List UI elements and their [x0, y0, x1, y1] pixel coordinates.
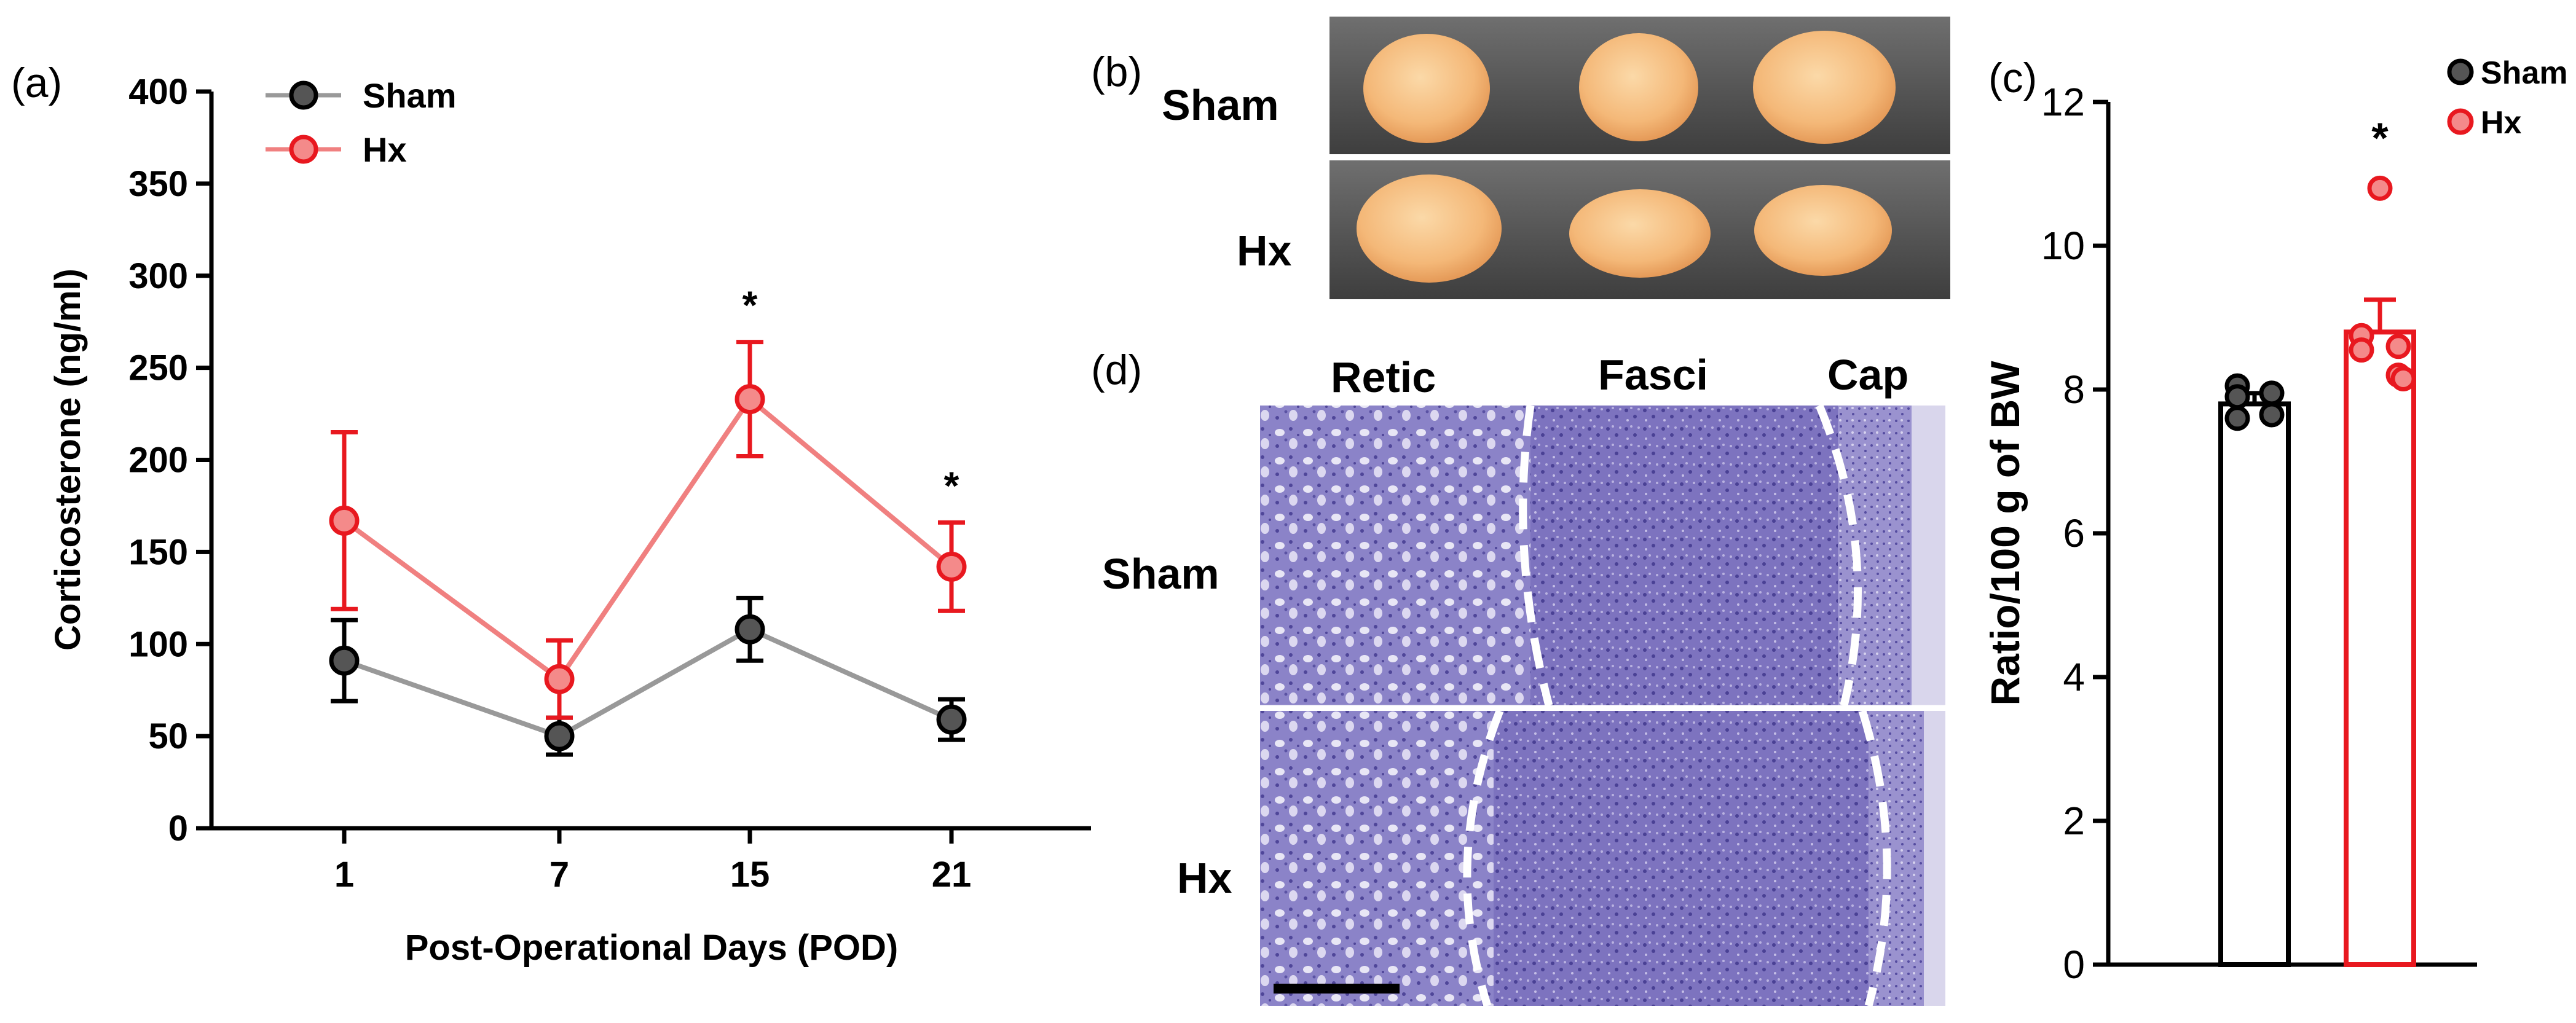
panel-a-line-chart: (a) 0 50 100 150 200 250 300 350 400 1 7 15 21 Cort… — [11, 60, 1091, 968]
adrenal-gland — [1579, 33, 1698, 141]
y-ticks-c: 0 2 4 6 8 10 12 — [2041, 80, 2108, 987]
histology-hx-capsule — [1924, 711, 1945, 1006]
panel-c-bar-chart: (c) 0 2 4 6 8 10 12 Ratio/100 g of BW * Sham H… — [1982, 55, 2568, 987]
legend-label-hx: Hx — [363, 130, 407, 169]
y-axis-label-a: Corticosterone (ng/ml) — [48, 268, 88, 651]
photo-row-label-sham: Sham — [1162, 81, 1279, 129]
scale-bar — [1274, 984, 1400, 994]
data-point-hx — [936, 551, 967, 582]
histology-sham-fasci — [1530, 406, 1838, 705]
adrenal-gland — [1357, 174, 1502, 283]
x-tick-label: 21 — [932, 855, 972, 895]
legend-a: Sham Hx — [266, 76, 457, 169]
data-point-sham — [2259, 380, 2285, 406]
data-point-hx — [735, 384, 765, 415]
panel-c-letter: (c) — [1988, 55, 2037, 101]
y-tick-label: 350 — [128, 164, 188, 204]
significance-marker: * — [944, 463, 959, 508]
adrenal-gland — [1753, 31, 1896, 144]
y-tick-label: 2 — [2063, 799, 2085, 843]
y-axis-label-c: Ratio/100 g of BW — [1982, 361, 2028, 706]
data-point-hx — [2367, 175, 2393, 201]
y-tick-label: 0 — [168, 809, 188, 849]
y-tick-label: 10 — [2041, 224, 2085, 268]
data-point-hx — [544, 664, 575, 694]
zone-boundary — [1463, 709, 1504, 1007]
zone-boundary — [1858, 710, 1891, 1007]
panel-b-letter: (b) — [1091, 49, 1142, 95]
series-line-sham — [343, 626, 953, 739]
data-point-sham — [2224, 406, 2250, 431]
panel-d-histology: (d) Retic Fasci Cap Sham Hx — [1091, 347, 1945, 1007]
data-point-sham — [329, 645, 360, 676]
legend-marker-hx — [2447, 108, 2474, 135]
bar-hx — [2344, 329, 2416, 967]
legend-label-hx: Hx — [2481, 105, 2522, 141]
histology-hx-retic — [1260, 711, 1494, 1006]
significance-marker: * — [2371, 114, 2389, 162]
panel-b-photo: (b) Sham Hx — [1091, 17, 1950, 299]
legend-marker-sham — [2447, 58, 2474, 85]
legend-c: Sham Hx — [2447, 55, 2568, 141]
legend-marker-sham — [289, 80, 318, 110]
legend-label-sham: Sham — [2481, 55, 2568, 91]
data-point-hx — [329, 505, 360, 536]
bar-sham — [2218, 401, 2291, 967]
data-point-hx — [2385, 334, 2411, 359]
y-tick-label: 300 — [128, 256, 188, 296]
data-point-sham — [936, 704, 967, 735]
photo-row-label-hx: Hx — [1237, 227, 1292, 275]
significance-marker: * — [742, 283, 758, 327]
x-tick-label: 1 — [334, 855, 354, 895]
series-group-a: ** — [329, 283, 967, 757]
x-tick-label: 15 — [730, 855, 770, 895]
legend-label-sham: Sham — [363, 76, 457, 115]
x-tick-label: 7 — [549, 855, 569, 895]
zone-boundary — [1815, 404, 1862, 707]
histology-sham-retic — [1260, 406, 1530, 705]
zone-label-retic: Retic — [1331, 353, 1436, 401]
y-tick-label: 200 — [128, 441, 188, 480]
panel-a-letter: (a) — [11, 60, 62, 106]
adrenal-gland — [1363, 34, 1490, 143]
y-tick-label: 6 — [2063, 511, 2085, 555]
y-tick-label: 12 — [2041, 80, 2085, 124]
y-tick-label: 400 — [128, 72, 188, 112]
series-line-hx — [342, 395, 953, 683]
histology-hx-fasci — [1494, 711, 1869, 1006]
y-tick-label: 8 — [2063, 367, 2085, 412]
y-tick-label: 4 — [2063, 655, 2085, 699]
y-tick-label: 150 — [128, 532, 188, 572]
zone-label-cap: Cap — [1827, 351, 1908, 399]
x-axis-label-a: Post-Operational Days (POD) — [405, 928, 898, 968]
data-point-sham — [2259, 402, 2285, 428]
y-ticks-a: 0 50 100 150 200 250 300 350 400 — [128, 72, 211, 849]
histology-row-label-hx: Hx — [1177, 854, 1232, 902]
adrenal-gland — [1569, 189, 1711, 278]
x-ticks-a: 1 7 15 21 — [334, 828, 971, 895]
bar-group-c: * — [2218, 114, 2416, 967]
y-tick-label: 0 — [2063, 943, 2085, 987]
y-tick-label: 250 — [128, 348, 188, 388]
zone-label-fasci: Fasci — [1598, 351, 1708, 399]
panel-d-letter: (d) — [1091, 347, 1142, 393]
histology-row-label-sham: Sham — [1102, 550, 1219, 598]
legend-marker-hx — [289, 135, 318, 164]
adrenal-gland — [1754, 185, 1892, 276]
histology-sham-capsule — [1912, 406, 1945, 705]
zone-boundary — [1519, 405, 1553, 707]
data-point-sham — [2224, 384, 2250, 410]
data-point-hx — [2390, 366, 2416, 391]
data-point-sham — [544, 721, 575, 751]
data-point-hx — [2349, 337, 2374, 363]
y-tick-label: 50 — [148, 716, 188, 756]
y-tick-label: 100 — [128, 624, 188, 664]
data-point-sham — [735, 614, 765, 645]
